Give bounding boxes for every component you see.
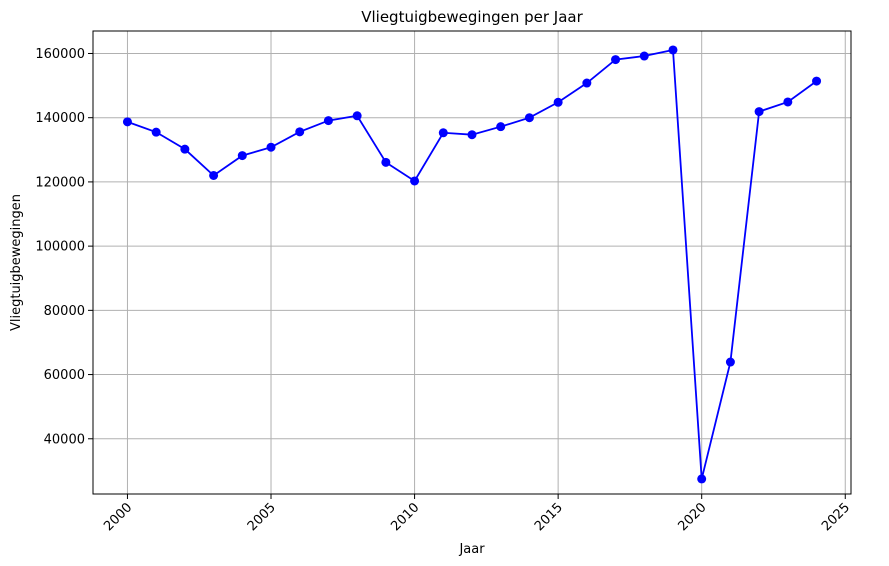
y-tick-label: 100000 [35,240,85,255]
data-point-2007 [323,116,333,126]
y-axis-ticks: 40000 60000 80000 100000 120000 140000 160000 [35,47,93,447]
data-point-2010 [410,176,420,186]
y-tick-label: 80000 [44,304,85,319]
data-point-2001 [151,127,161,137]
data-point-2004 [237,151,247,161]
y-tick-label: 160000 [35,47,85,62]
data-point-2014 [524,113,534,123]
data-point-2005 [266,142,276,152]
data-point-2002 [180,144,190,154]
data-point-2021 [725,357,735,367]
data-point-2011 [438,128,448,138]
data-point-2013 [496,122,506,132]
data-point-2016 [582,78,592,88]
data-point-2015 [553,97,563,107]
y-tick-label: 40000 [44,432,85,447]
y-axis-label: Vliegtuigbewegingen [9,194,24,331]
data-point-2000 [122,117,132,127]
y-tick-label: 120000 [35,175,85,190]
data-point-2018 [639,51,649,61]
chart-title: Vliegtuigbewegingen per Jaar [361,8,583,26]
grid-lines [93,31,851,494]
data-point-2019 [668,45,678,55]
data-point-2012 [467,130,477,140]
data-point-2017 [611,55,621,65]
data-point-2024 [812,76,822,86]
y-tick-label: 60000 [44,368,85,383]
plot-frame [92,30,852,495]
x-axis-label: Jaar [458,542,485,557]
data-point-2008 [352,111,362,121]
data-point-2009 [381,157,391,167]
data-series [122,45,822,484]
data-point-2023 [783,97,793,107]
data-point-2006 [295,127,305,137]
data-point-2022 [754,107,764,117]
data-point-2020 [697,474,707,484]
y-tick-label: 140000 [35,111,85,126]
data-point-2003 [209,170,219,180]
